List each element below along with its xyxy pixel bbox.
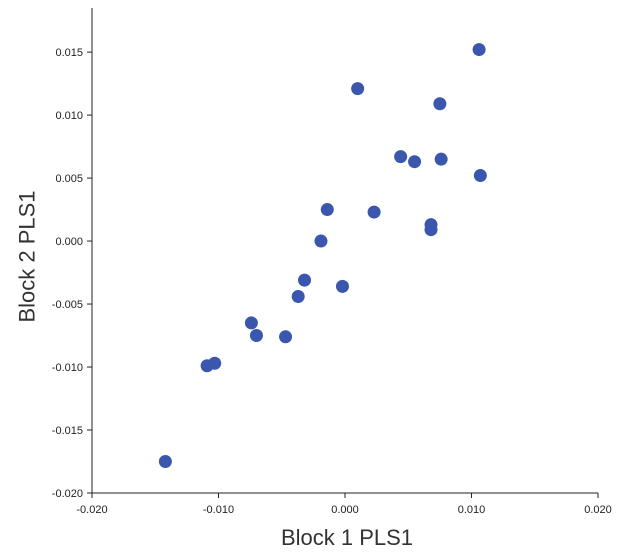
x-axis-title: Block 1 PLS1 [281, 525, 413, 550]
y-tick-label: 0.010 [55, 110, 83, 122]
data-point [424, 223, 438, 237]
x-tick-label: 0.010 [458, 504, 486, 516]
y-tick-label: 0.005 [55, 173, 83, 185]
data-point [320, 203, 334, 217]
y-tick-label: -0.010 [52, 362, 83, 374]
data-point [291, 289, 305, 303]
axes [91, 8, 598, 494]
data-point [367, 205, 381, 219]
x-tick-label: 0.020 [584, 504, 612, 516]
y-axis-title: Block 2 PLS1 [15, 190, 40, 322]
y-tick-label: -0.020 [52, 488, 83, 500]
data-point [208, 356, 222, 370]
y-axis-ticks: -0.020 -0.015 -0.010 -0.005 0.000 0.005 0.010 0… [52, 47, 92, 500]
data-point [249, 329, 263, 343]
data-point [298, 273, 312, 287]
x-tick-label: -0.010 [203, 504, 234, 516]
data-point [279, 330, 293, 344]
x-tick-label: 0.000 [331, 504, 359, 516]
y-tick-label: -0.005 [52, 299, 83, 311]
data-point [408, 155, 422, 169]
x-tick-label: -0.020 [76, 504, 107, 516]
y-tick-label: 0.015 [55, 47, 83, 59]
data-point [335, 279, 349, 293]
data-point [314, 234, 328, 248]
data-point [434, 152, 448, 166]
x-axis-ticks: -0.020 -0.010 0.000 0.010 0.020 [76, 493, 612, 516]
data-point [473, 169, 487, 183]
data-point [394, 150, 408, 164]
y-tick-label: -0.015 [52, 425, 83, 437]
data-point [433, 97, 447, 111]
data-point [351, 82, 365, 96]
data-points [158, 43, 487, 469]
data-point [472, 43, 486, 57]
data-point [158, 455, 172, 469]
y-tick-label: 0.000 [55, 236, 83, 248]
data-point [244, 316, 258, 330]
